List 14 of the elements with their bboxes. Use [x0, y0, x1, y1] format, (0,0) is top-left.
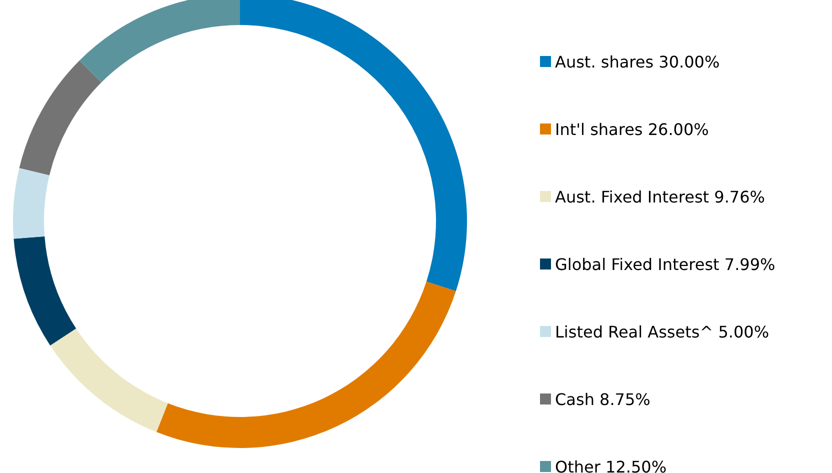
legend-label: Listed Real Assets^: [555, 322, 714, 342]
legend-label: Int'l shares: [555, 120, 643, 140]
data-label: 7.99%: [724, 255, 776, 274]
data-label: 9.76%: [714, 188, 765, 207]
data-label: 26.00%: [648, 120, 709, 140]
data-label: 30.00%: [658, 52, 720, 72]
legend-label: Aust. shares: [555, 52, 654, 72]
legend-label: Other: [555, 458, 600, 473]
legend-label: Global Fixed Interest: [555, 255, 720, 274]
legend-label: Cash: [555, 390, 594, 410]
data-label: 8.75%: [600, 390, 650, 410]
data-label: 5.00%: [718, 322, 770, 342]
data-label: 12.50%: [606, 458, 667, 473]
legend-label: Aust. Fixed Interest: [555, 188, 710, 207]
